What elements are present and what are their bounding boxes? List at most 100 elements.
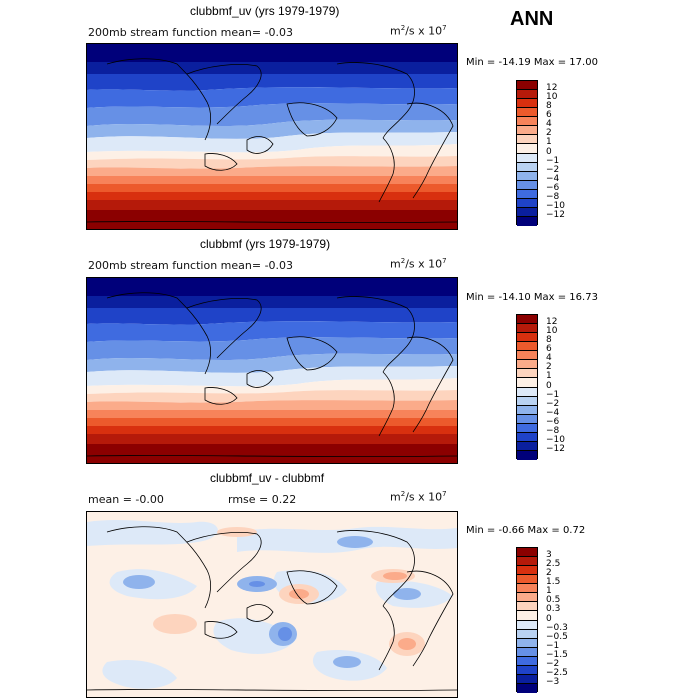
colorbar-tick-label: 2.5 — [546, 559, 561, 570]
colorbar-tick-label: 6 — [546, 110, 552, 121]
colorbar-tick-label: 6 — [546, 344, 552, 355]
colorbar-swatch — [517, 566, 537, 576]
colorbar-swatch — [517, 369, 537, 379]
colorbar-swatch — [517, 342, 537, 352]
panel2-left-label: 200mb stream function mean= -0.03 — [88, 259, 294, 272]
panel3-units: m2/s x 107 — [390, 490, 447, 504]
colorbar-tick-label: −2 — [546, 164, 560, 175]
colorbar-tick-label: −6 — [546, 416, 560, 427]
colorbar-tick-label: −12 — [546, 443, 565, 454]
colorbar-tick-label: −10 — [546, 200, 565, 211]
colorbar-tick-label: 12 — [546, 317, 558, 328]
colorbar-swatch — [517, 405, 537, 415]
colorbar-swatch — [517, 683, 537, 693]
colorbar-swatch — [517, 351, 537, 361]
colorbar-tick-label: 0.5 — [546, 595, 561, 606]
colorbar-swatch — [517, 153, 537, 163]
colorbar-swatch — [517, 593, 537, 603]
colorbar-tick-label: 0 — [546, 613, 552, 624]
panel2-units: m2/s x 107 — [390, 257, 447, 271]
panel2-title: clubbmf (yrs 1979-1979) — [200, 237, 331, 251]
colorbar-tick-label: 8 — [546, 101, 552, 112]
colorbar-swatch — [517, 647, 537, 657]
panel3-min-max: Min = -0.66 Max = 0.72 — [466, 525, 586, 536]
colorbar-swatch — [517, 620, 537, 630]
colorbar-swatch — [517, 198, 537, 208]
colorbar-tick-label: 4 — [546, 353, 552, 364]
panel1-min-max: Min = -14.19 Max = 17.00 — [466, 57, 598, 68]
colorbar-swatch — [517, 126, 537, 136]
colorbar-tick-label: −12 — [546, 209, 565, 220]
colorbar-swatch — [517, 656, 537, 666]
panel3-map-svg — [87, 512, 457, 697]
colorbar-swatch — [517, 135, 537, 145]
panel3-title: clubbmf_uv - clubbmf — [210, 471, 325, 485]
season-label: ANN — [510, 8, 554, 30]
colorbar-swatch — [517, 144, 537, 154]
colorbar-tick-label: −4 — [546, 173, 560, 184]
panel1-map — [86, 43, 458, 230]
colorbar-tick-label: 0 — [546, 380, 552, 391]
colorbar-tick-label: 1 — [546, 137, 552, 148]
panel1-map-svg — [87, 44, 457, 229]
colorbar-tick-label: −4 — [546, 407, 560, 418]
panel1-colorbar-box — [516, 80, 538, 226]
colorbar-tick-label: −2.5 — [546, 667, 568, 678]
colorbar-tick-label: −8 — [546, 191, 560, 202]
colorbar-swatch — [517, 162, 537, 172]
colorbar-swatch — [517, 180, 537, 190]
colorbar-tick-label: 1.5 — [546, 577, 561, 588]
colorbar-tick-label: 10 — [546, 326, 558, 337]
panel1-units: m2/s x 107 — [390, 24, 447, 38]
colorbar-swatch — [517, 432, 537, 442]
colorbar-swatch — [517, 378, 537, 388]
colorbar-tick-label: 2 — [546, 568, 552, 579]
panel2-min-max: Min = -14.10 Max = 16.73 — [466, 292, 598, 303]
colorbar-tick-label: −1.5 — [546, 649, 568, 660]
colorbar-tick-label: 3 — [546, 550, 552, 561]
colorbar-swatch — [517, 441, 537, 451]
colorbar-swatch — [517, 584, 537, 594]
panel2-map-svg — [87, 278, 457, 463]
panel2-map — [86, 277, 458, 464]
colorbar-swatch — [517, 575, 537, 585]
colorbar-tick-label: −0.3 — [546, 622, 568, 633]
colorbar-tick-label: −1 — [546, 389, 560, 400]
colorbar-tick-label: 8 — [546, 335, 552, 346]
colorbar-tick-label: −2 — [546, 398, 560, 409]
colorbar-tick-label: −1 — [546, 155, 560, 166]
colorbar-tick-label: 4 — [546, 119, 552, 130]
panel2-colorbar-box — [516, 314, 538, 460]
colorbar-swatch — [517, 548, 537, 558]
colorbar-swatch — [517, 387, 537, 397]
colorbar-tick-label: −6 — [546, 182, 560, 193]
colorbar-swatch — [517, 90, 537, 100]
panel3-colorbar-box — [516, 547, 538, 693]
colorbar-tick-label: 2 — [546, 128, 552, 139]
colorbar-swatch — [517, 674, 537, 684]
colorbar-swatch — [517, 665, 537, 675]
colorbar-swatch — [517, 171, 537, 181]
panel3-mean-label: mean = -0.00 — [88, 493, 164, 506]
colorbar-swatch — [517, 315, 537, 325]
colorbar-swatch — [517, 360, 537, 370]
colorbar-tick-label: −2 — [546, 658, 560, 669]
colorbar-tick-label: −8 — [546, 425, 560, 436]
colorbar-tick-label: −1 — [546, 640, 560, 651]
colorbar-tick-label: −10 — [546, 434, 565, 445]
colorbar-tick-label: 1 — [546, 371, 552, 382]
panel3-rmse-label: rmse = 0.22 — [228, 493, 297, 506]
colorbar-tick-label: −3 — [546, 676, 560, 687]
colorbar-tick-label: −0.5 — [546, 631, 568, 642]
colorbar-swatch — [517, 602, 537, 612]
colorbar-swatch — [517, 450, 537, 460]
colorbar-swatch — [517, 324, 537, 334]
colorbar-tick-label: 1 — [546, 586, 552, 597]
colorbar-swatch — [517, 333, 537, 343]
colorbar-swatch — [517, 638, 537, 648]
colorbar-swatch — [517, 611, 537, 621]
colorbar-swatch — [517, 629, 537, 639]
colorbar-swatch — [517, 423, 537, 433]
colorbar-swatch — [517, 207, 537, 217]
colorbar-tick-label: 12 — [546, 83, 558, 94]
